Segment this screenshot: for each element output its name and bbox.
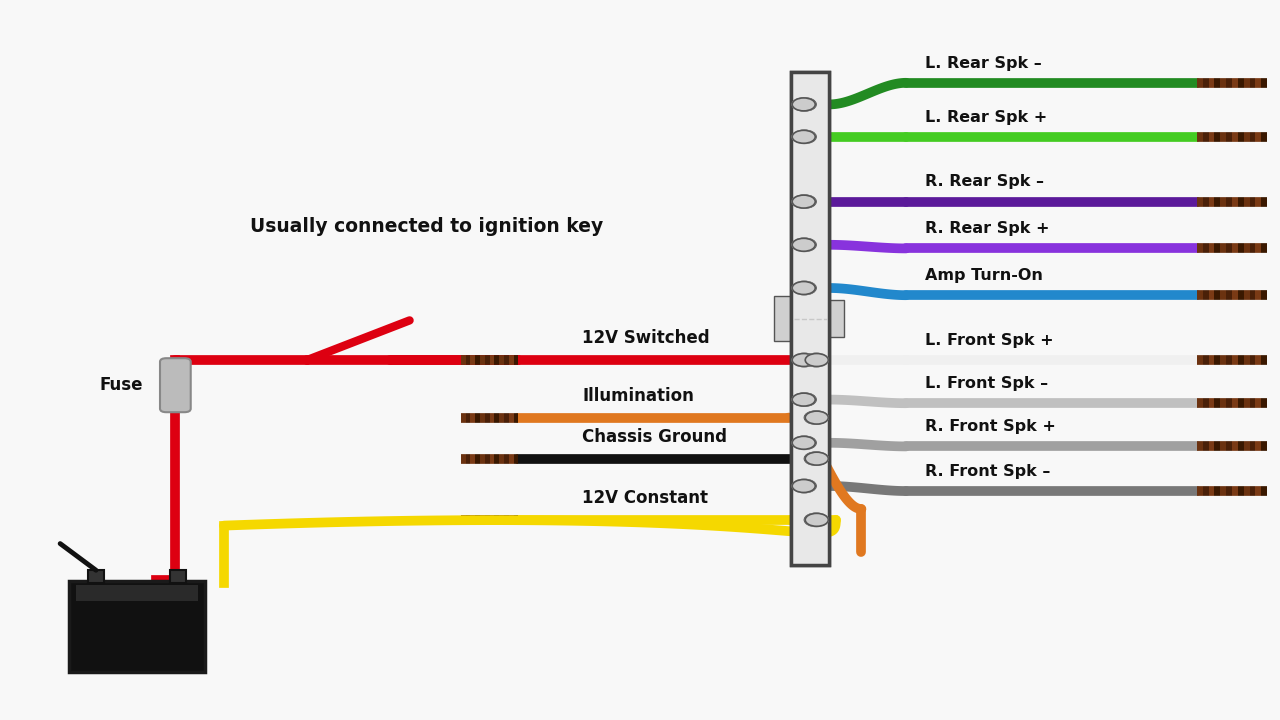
Circle shape bbox=[794, 238, 817, 251]
Circle shape bbox=[792, 130, 815, 143]
Text: 12V Constant: 12V Constant bbox=[582, 489, 708, 507]
Text: Amp Turn-On: Amp Turn-On bbox=[925, 268, 1043, 283]
Circle shape bbox=[794, 98, 817, 111]
Text: L. Rear Spk –: L. Rear Spk – bbox=[925, 55, 1042, 71]
Circle shape bbox=[805, 452, 828, 465]
Circle shape bbox=[794, 130, 817, 143]
Text: 12V Switched: 12V Switched bbox=[582, 329, 710, 347]
Circle shape bbox=[805, 354, 828, 366]
Text: Fuse: Fuse bbox=[100, 376, 143, 395]
Circle shape bbox=[792, 282, 815, 294]
FancyBboxPatch shape bbox=[69, 581, 205, 672]
FancyBboxPatch shape bbox=[160, 359, 191, 412]
Bar bbox=[88, 570, 104, 583]
Circle shape bbox=[792, 354, 815, 366]
Circle shape bbox=[805, 354, 828, 366]
FancyBboxPatch shape bbox=[791, 72, 829, 565]
Circle shape bbox=[805, 411, 828, 424]
FancyBboxPatch shape bbox=[791, 72, 829, 565]
Circle shape bbox=[792, 480, 815, 492]
FancyBboxPatch shape bbox=[828, 300, 844, 338]
FancyBboxPatch shape bbox=[774, 297, 792, 341]
Text: R. Front Spk +: R. Front Spk + bbox=[925, 419, 1056, 434]
Circle shape bbox=[805, 513, 828, 526]
Text: L. Front Spk +: L. Front Spk + bbox=[925, 333, 1053, 348]
Text: R. Rear Spk –: R. Rear Spk – bbox=[925, 174, 1044, 189]
Text: L. Front Spk –: L. Front Spk – bbox=[925, 376, 1048, 391]
Circle shape bbox=[794, 195, 817, 208]
Text: R. Front Spk –: R. Front Spk – bbox=[925, 464, 1051, 479]
Bar bbox=[170, 570, 186, 583]
Circle shape bbox=[794, 480, 817, 492]
Circle shape bbox=[792, 393, 815, 406]
Text: Usually connected to ignition key: Usually connected to ignition key bbox=[250, 217, 603, 236]
Circle shape bbox=[792, 436, 815, 449]
Circle shape bbox=[794, 354, 817, 366]
Circle shape bbox=[792, 195, 815, 208]
Circle shape bbox=[805, 513, 828, 526]
Circle shape bbox=[792, 98, 815, 111]
Circle shape bbox=[794, 393, 817, 406]
Circle shape bbox=[805, 411, 828, 424]
Text: R. Rear Spk +: R. Rear Spk + bbox=[925, 221, 1050, 236]
FancyBboxPatch shape bbox=[76, 585, 198, 601]
Circle shape bbox=[805, 452, 828, 465]
Circle shape bbox=[792, 238, 815, 251]
Text: L. Rear Spk +: L. Rear Spk + bbox=[925, 109, 1048, 125]
Circle shape bbox=[794, 282, 817, 294]
Text: Illumination: Illumination bbox=[582, 387, 694, 405]
Circle shape bbox=[794, 436, 817, 449]
Text: Chassis Ground: Chassis Ground bbox=[582, 428, 727, 446]
